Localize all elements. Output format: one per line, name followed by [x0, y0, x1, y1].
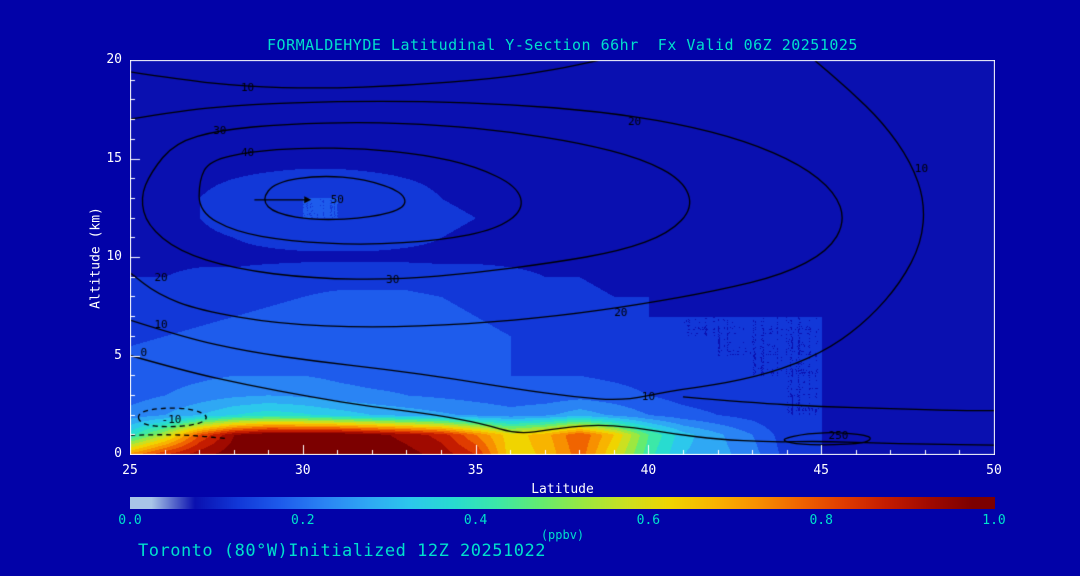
y-tick-label: 5: [114, 347, 122, 363]
x-tick-label: 30: [294, 463, 311, 478]
model-init-text: Toronto (80°W)Initialized 12Z 20251022: [138, 541, 546, 561]
colorbar-tick-label: 0.0: [118, 513, 142, 528]
x-tick-label: 25: [122, 463, 138, 478]
x-tick-label: 40: [640, 463, 657, 478]
plot-area: [130, 60, 995, 455]
colorbar-tick-label: 0.6: [636, 513, 661, 528]
y-tick-label: 0: [114, 446, 122, 461]
x-tick-label: 45: [813, 463, 830, 478]
x-axis-title: Latitude: [531, 482, 594, 497]
contour-plot-canvas: [130, 60, 995, 455]
colorbar-tick-label: 0.2: [291, 513, 315, 528]
colorbar-tick-label: 0.8: [809, 513, 833, 528]
colorbar: [130, 497, 995, 509]
y-tick-label: 15: [106, 150, 122, 166]
x-tick-label: 50: [986, 463, 1002, 478]
y-tick-label: 10: [106, 249, 122, 264]
colorbar-units: (ppbv): [540, 528, 585, 542]
y-tick-label: 20: [106, 52, 122, 67]
x-tick-label: 35: [467, 463, 484, 478]
colorbar-tick-label: 1.0: [982, 513, 1006, 528]
colorbar-tick-label: 0.4: [463, 513, 488, 528]
chart-title: FORMALDEHYDE Latitudinal Y-Section 66hr …: [267, 36, 858, 54]
